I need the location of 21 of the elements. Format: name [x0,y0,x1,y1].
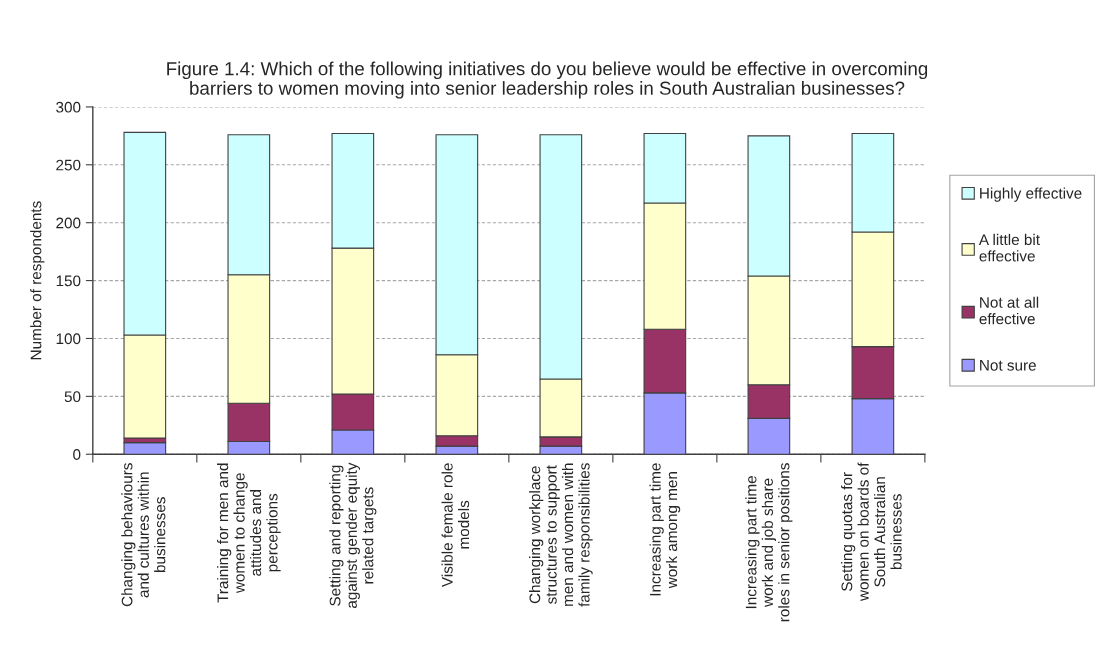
x-tick-label: Changing workplace structures to support men and women with family responsibilities [529,463,593,607]
x-tick-label: Setting quotas for women on boards of South Australian businesses [841,462,902,602]
legend-label: Highly effective [980,187,1082,202]
x-tick-label: Visible female role models [441,463,470,588]
y-tick-label: 200 [56,217,81,229]
chart-title: Figure 1.4: Which of the following initiatives do you believe would be effective in overcoming barriers to women moving into senior leadership roles in South Australian businesses? [167,61,928,99]
y-axis-title: Number of respondents [30,201,45,360]
x-tick-label: Increasing part time work and job share roles in senior positions [745,463,793,622]
x-tick-label: Setting and reporting against gender equity related targets [329,462,377,609]
bar [123,442,167,455]
x-tick-label: Changing behaviours and cultures within businesses [121,463,166,607]
y-tick-label: 0 [73,449,81,460]
y-tick-label: 250 [56,159,81,171]
y-tick-label: 150 [56,275,81,287]
legend-label: A little bit effective [978,233,1040,262]
legend-label: Not at all effective [979,296,1039,325]
y-tick-label: 300 [56,101,81,113]
y-tick-label: 100 [56,333,81,345]
legend-label: Not sure [980,360,1036,371]
y-tick-label: 50 [64,391,81,403]
x-tick-label: Increasing part time work among men [649,463,681,596]
